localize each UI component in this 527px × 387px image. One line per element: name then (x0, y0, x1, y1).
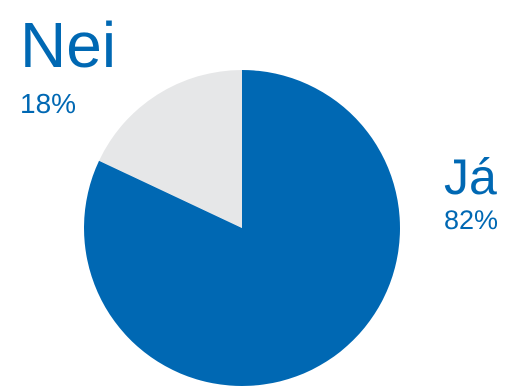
slice-value-label: 18% (20, 88, 76, 119)
slice-label: Nei (20, 9, 116, 81)
slice-label: Já (444, 149, 497, 205)
pie-slice (99, 70, 242, 228)
slice-value-label: 82% (444, 205, 498, 235)
